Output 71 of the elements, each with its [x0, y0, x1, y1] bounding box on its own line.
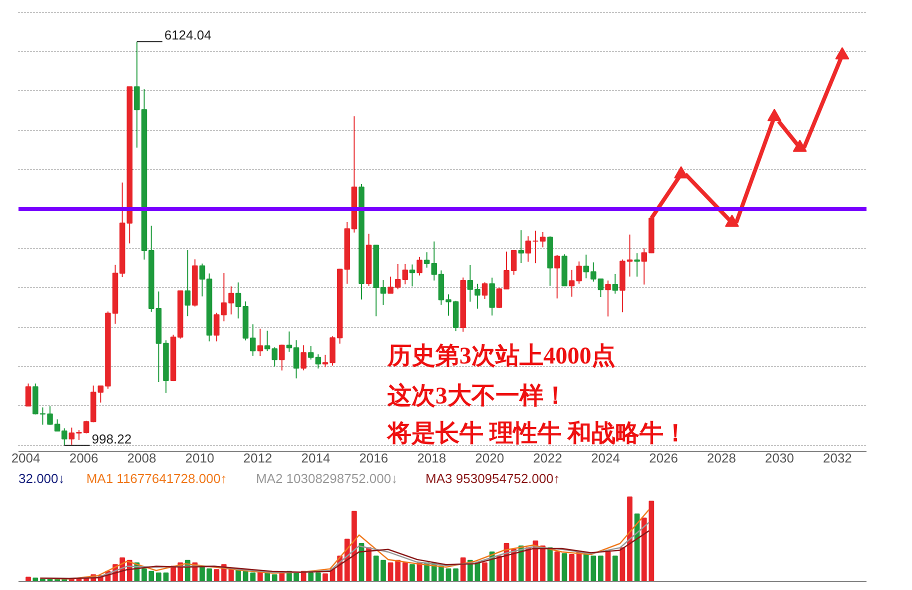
candlestick: [612, 273, 618, 294]
bar: [315, 572, 321, 582]
candlestick: [402, 263, 408, 285]
bar: [598, 556, 604, 582]
bar: [612, 556, 618, 582]
bar: [32, 578, 38, 582]
bar: [496, 556, 502, 582]
bar: [395, 560, 401, 582]
text: 32.000↓: [18, 470, 65, 486]
candlestick: [554, 254, 560, 299]
x-tick-label: 2020: [475, 450, 504, 466]
text: MA3 9530954752.000↑: [426, 470, 560, 486]
bar: [322, 573, 328, 582]
x-tick-label: 2012: [243, 450, 272, 466]
candlestick: [279, 344, 285, 371]
candlestick: [482, 282, 488, 300]
bar: [562, 553, 568, 582]
x-tick-label: 2006: [69, 450, 98, 466]
bar: [264, 572, 270, 582]
x-tick-label: 2016: [359, 450, 388, 466]
bar: [482, 562, 488, 582]
bar: [569, 554, 574, 582]
x-tick-label: 2004: [11, 450, 40, 466]
x-tick-label: 2024: [591, 450, 620, 466]
annotation: 998.22: [92, 431, 132, 446]
bar: [156, 572, 162, 582]
candlestick: [257, 328, 264, 357]
x-tick-label: 2014: [301, 450, 330, 466]
annotation: 将是长牛 理性牛 和战略牛！: [385, 420, 688, 447]
bar: [547, 547, 553, 582]
bar: [366, 547, 372, 582]
annotation: 6124.04: [164, 28, 212, 43]
bar: [388, 562, 394, 582]
x-tick-label: 2008: [127, 450, 156, 466]
bar: [605, 551, 611, 582]
bar: [308, 572, 314, 582]
x-tick-label: 2010: [185, 450, 214, 466]
bar: [250, 572, 256, 582]
text: MA1 11677641728.000↑: [86, 470, 228, 486]
candlestick: [518, 230, 524, 264]
bar: [540, 546, 546, 582]
x-tick-label: 2028: [707, 450, 736, 466]
candlestick: [634, 252, 640, 278]
annotation: 这次3大不一样！: [387, 382, 568, 410]
x-tick-label: 2022: [533, 450, 562, 466]
candlestick: [416, 256, 422, 276]
bar: [26, 576, 31, 582]
candlestick: [25, 383, 32, 407]
bar: [410, 564, 415, 582]
x-tick-label: 2018: [417, 450, 446, 466]
bar: [554, 551, 560, 582]
bar: [525, 547, 531, 582]
x-tick-label: 2026: [649, 450, 678, 466]
bar: [402, 562, 408, 582]
bar: [163, 572, 169, 582]
bar: [446, 568, 452, 582]
candlestick: [184, 250, 191, 317]
candlestick: [605, 280, 611, 317]
candlestick: [300, 344, 306, 371]
candlestick: [489, 277, 495, 316]
candlestick: [228, 286, 234, 315]
x-tick-label: 2030: [765, 450, 794, 466]
bar: [627, 496, 632, 582]
bar: [272, 574, 278, 582]
annotation: 历史第3次站上4000点: [386, 342, 616, 370]
bar: [453, 568, 458, 582]
bar: [460, 557, 466, 582]
text: MA2 10308298752.000↓: [256, 470, 398, 486]
candlestick: [409, 264, 416, 287]
x-tick-label: 2032: [822, 450, 852, 466]
bar: [511, 548, 516, 582]
